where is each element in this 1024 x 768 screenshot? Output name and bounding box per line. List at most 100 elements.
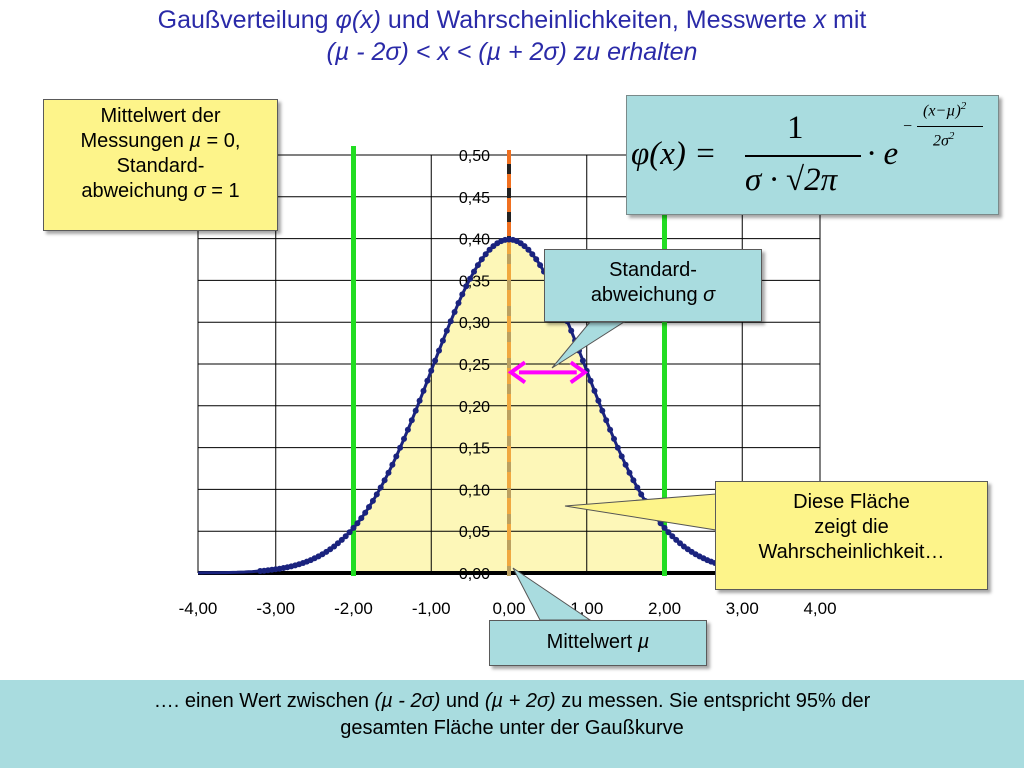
curve-point	[381, 477, 388, 484]
x-tick-label: -4,00	[179, 599, 218, 618]
x-tick-label: -1,00	[412, 599, 451, 618]
curve-point	[439, 337, 446, 344]
curve-point	[436, 347, 442, 354]
curve-point	[630, 477, 637, 484]
curve-point	[373, 491, 380, 498]
stddev-callout: Standard- abweichung σ	[544, 249, 762, 322]
x-tick-label: -2,00	[334, 599, 373, 618]
curve-point	[482, 251, 489, 258]
x-tick-label: 4,00	[803, 599, 836, 618]
title-phi: φ(x)	[335, 6, 381, 34]
x-tick-label: 0,00	[492, 599, 525, 618]
y-tick-label: 0,15	[459, 441, 490, 458]
y-tick-label: 0,00	[459, 566, 490, 583]
curve-point	[568, 327, 575, 334]
curve-point	[471, 268, 477, 275]
curve-point	[521, 243, 528, 250]
y-tick-label: 0,45	[459, 190, 490, 207]
curve-point	[486, 246, 493, 253]
curve-point	[369, 497, 376, 504]
title-line-1: Gaußverteilung φ(x) und Wahrscheinlichke…	[157, 6, 867, 34]
y-tick-label: 0,20	[459, 399, 490, 416]
curve-point	[408, 417, 415, 424]
formula-box: φ(x) = 1 σ · √2π · e − (x−µ)2 2σ2	[626, 95, 999, 215]
curve-point	[665, 529, 672, 536]
curve-point	[393, 453, 400, 460]
curve-point	[346, 529, 353, 536]
sigma-arrow-head-left	[507, 360, 527, 384]
curve-point	[424, 377, 431, 384]
formula-dot-e: · e	[867, 136, 899, 172]
formula-numerator: 1	[787, 110, 804, 146]
curve-point	[455, 300, 462, 306]
curve-point	[638, 491, 645, 498]
curve-point	[459, 291, 466, 298]
curve-point	[579, 357, 586, 364]
curve-point	[587, 377, 594, 384]
curve-point	[537, 262, 544, 269]
area-callout: Diese Fläche zeigt die Wahrscheinlichkei…	[715, 481, 988, 590]
curve-point	[420, 387, 427, 394]
formula-exp-den: 2σ2	[933, 130, 955, 150]
title-line-2: (µ - 2σ) < x < (µ + 2σ) zu erhalten	[326, 38, 698, 66]
y-tick-label: 0,50	[459, 148, 490, 165]
curve-point	[634, 484, 641, 491]
curve-point	[428, 367, 435, 374]
curve-point	[447, 318, 454, 325]
x-tick-label: 3,00	[726, 599, 759, 618]
curve-point	[334, 540, 341, 547]
curve-point	[342, 533, 349, 540]
y-tick-label: 0,10	[459, 482, 490, 499]
footer-line-2: gesamten Fläche unter der Gaußkurve	[340, 717, 684, 739]
curve-point	[474, 262, 481, 269]
curve-point	[529, 251, 536, 258]
curve-point	[599, 407, 606, 414]
curve-point	[366, 504, 372, 510]
stddev-callout-pointer	[551, 321, 626, 369]
curve-point	[385, 469, 392, 476]
x-tick-label: -3,00	[256, 599, 295, 618]
formula-exp-bar	[917, 126, 983, 127]
curve-point	[432, 357, 439, 364]
x-tick-label: 2,00	[648, 599, 681, 618]
y-tick-label: 0,30	[459, 315, 490, 332]
curve-point	[669, 533, 676, 540]
curve-point	[622, 461, 629, 468]
curve-point	[443, 327, 450, 334]
formula-fraction-bar	[745, 155, 861, 157]
y-tick-label: 0,35	[459, 273, 490, 290]
curve-point	[607, 426, 614, 433]
curve-point	[389, 461, 396, 468]
curve-point	[533, 256, 540, 263]
curve-point	[478, 256, 485, 263]
curve-point	[591, 387, 598, 394]
slide-title: Gaußverteilung φ(x) und Wahrscheinlichke…	[0, 4, 1024, 68]
formula-exp-num: (x−µ)2	[923, 100, 967, 120]
curve-point	[611, 435, 617, 442]
curve-point	[525, 246, 532, 253]
formula-exp-minus: −	[902, 118, 913, 135]
curve-point	[416, 397, 423, 404]
y-tick-label: 0,40	[459, 232, 490, 249]
curve-point	[338, 536, 345, 543]
y-tick-label: 0,05	[459, 524, 490, 541]
curve-point	[358, 515, 365, 522]
footer-line-1: …. einen Wert zwischen (µ - 2σ) und (µ +…	[153, 690, 871, 712]
curve-point	[350, 524, 357, 531]
curve-point	[661, 524, 668, 531]
curve-point	[626, 469, 633, 476]
curve-point	[412, 407, 419, 414]
formula-denominator: σ · √2π	[745, 162, 838, 198]
curve-point	[463, 283, 470, 290]
formula-lhs: φ(x) =	[631, 136, 717, 172]
sigma-arrow-head-right	[569, 360, 589, 384]
curve-point	[377, 484, 384, 491]
curve-point	[354, 520, 361, 527]
curve-point	[401, 435, 407, 442]
curve-point	[404, 426, 411, 433]
curve-point	[595, 397, 602, 404]
curve-point	[467, 275, 474, 282]
curve-point	[603, 417, 610, 424]
curve-point	[362, 509, 369, 516]
curve-point	[397, 444, 404, 451]
